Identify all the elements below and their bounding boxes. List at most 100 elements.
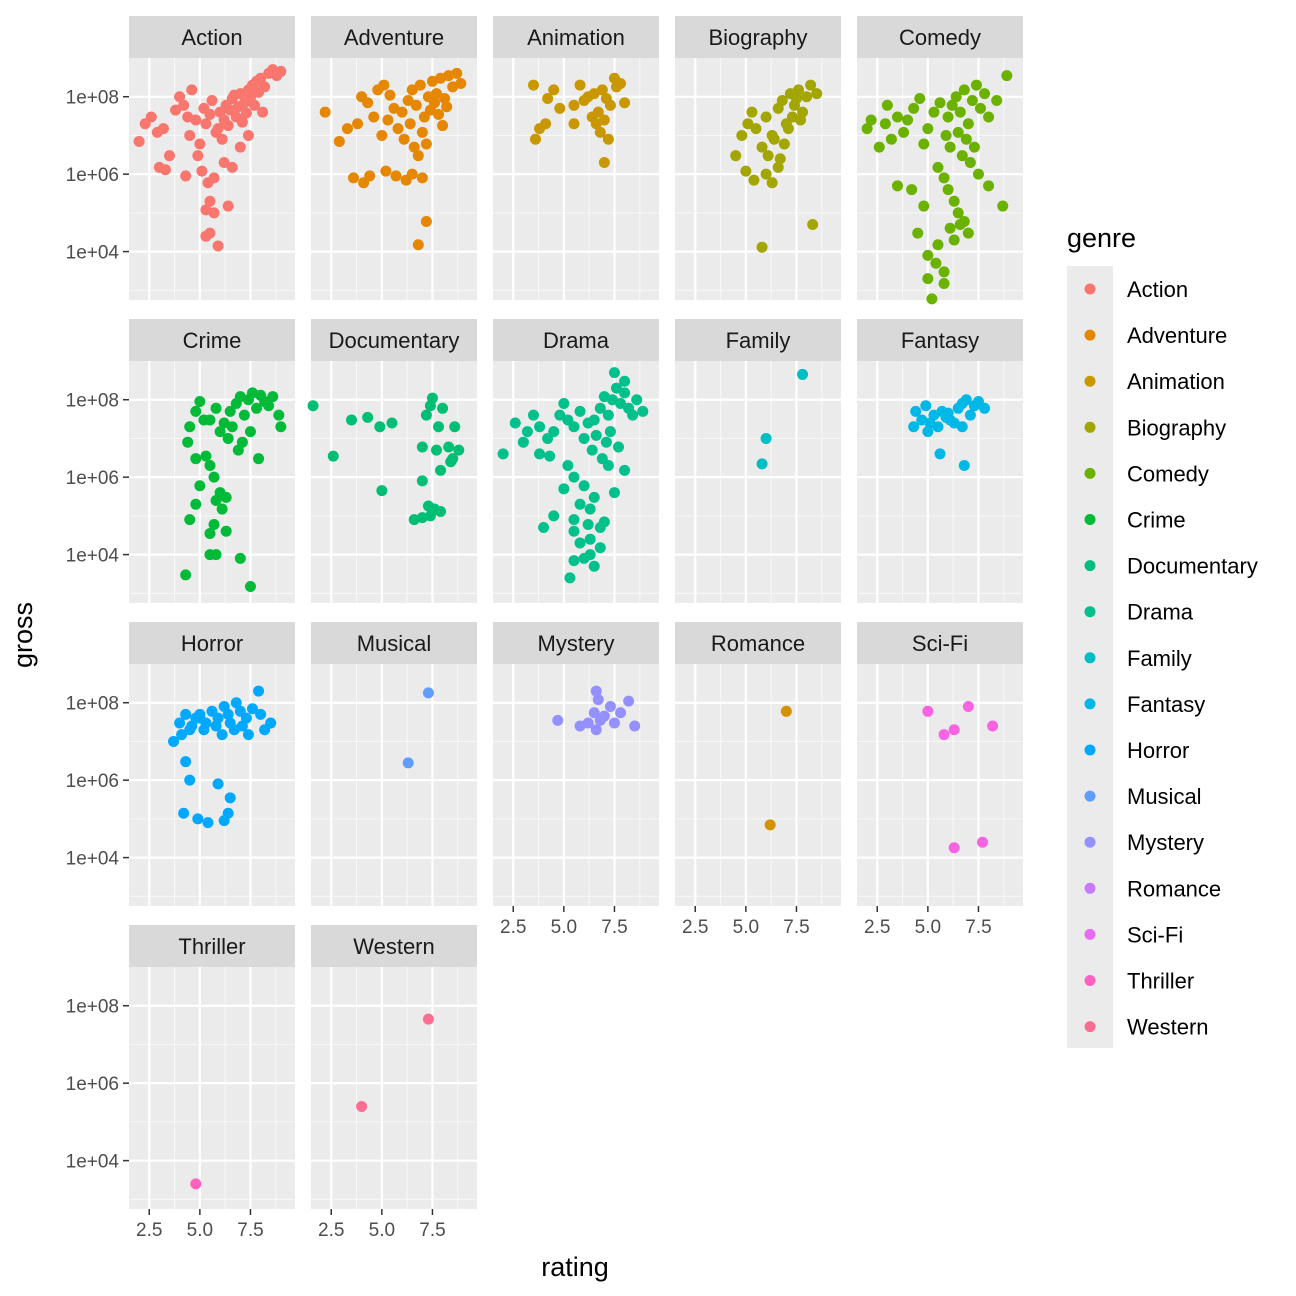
data-point [748, 174, 760, 186]
data-point [218, 157, 230, 169]
data-point [908, 421, 920, 433]
data-point [182, 111, 194, 123]
panel-adventure: Adventure [311, 16, 477, 300]
data-point [608, 367, 620, 379]
data-point [801, 91, 813, 103]
data-point [615, 77, 627, 89]
panel-background [675, 664, 841, 906]
data-point [578, 432, 590, 444]
data-point [598, 114, 610, 126]
data-point [954, 219, 966, 231]
x-tick-label: 2.5 [136, 1220, 162, 1241]
data-point [1001, 70, 1013, 82]
y-tick-label: 1e+06 [66, 771, 119, 792]
data-point [234, 141, 246, 153]
data-point [952, 126, 964, 138]
data-point [208, 471, 220, 483]
strip-background [675, 622, 841, 664]
data-point [600, 436, 612, 448]
data-point [991, 94, 1003, 106]
data-point [202, 817, 214, 829]
data-point [918, 200, 930, 212]
data-point [447, 453, 459, 465]
data-point [200, 230, 212, 242]
x-tick-label: 5.0 [733, 917, 759, 938]
panel-background [857, 361, 1023, 603]
data-point [885, 133, 897, 145]
data-point [435, 505, 447, 517]
legend-label: Action [1127, 277, 1188, 302]
data-point [865, 114, 877, 126]
data-point [356, 1100, 368, 1112]
strip-label: Western [353, 934, 435, 959]
data-point [174, 717, 186, 729]
data-point [509, 417, 521, 429]
data-point [517, 436, 529, 448]
strip-label: Action [181, 25, 242, 50]
data-point [178, 807, 190, 819]
data-point [216, 133, 228, 145]
data-point [962, 227, 974, 239]
data-point [956, 421, 968, 433]
data-point [746, 106, 758, 118]
data-point [730, 150, 742, 162]
data-point [590, 685, 602, 697]
y-tick-label: 1e+06 [66, 165, 119, 186]
data-point [236, 720, 248, 732]
data-point [619, 97, 631, 109]
data-point [416, 475, 428, 487]
data-point [222, 807, 234, 819]
data-point [184, 129, 196, 141]
y-axis-title: gross [8, 602, 38, 668]
legend-label: Biography [1127, 415, 1226, 440]
data-point [542, 432, 554, 444]
data-point [940, 129, 952, 141]
data-point [944, 222, 956, 234]
data-point [194, 480, 206, 492]
legend-item: Crime [1084, 508, 1186, 533]
data-point [756, 141, 768, 153]
data-point [453, 444, 465, 456]
legend-label: Romance [1127, 876, 1221, 901]
data-point [588, 491, 600, 503]
data-point [574, 405, 586, 417]
data-point [960, 394, 972, 406]
data-point [428, 97, 440, 109]
legend-key [1084, 283, 1096, 295]
data-point [406, 168, 418, 180]
y-tick-label: 1e+04 [66, 546, 120, 567]
data-point [902, 114, 914, 126]
y-tick-label: 1e+08 [66, 391, 119, 412]
data-point [604, 700, 616, 712]
data-point [946, 99, 958, 111]
legend-label: Drama [1127, 600, 1194, 625]
y-tick-label: 1e+04 [66, 1152, 120, 1173]
data-point [922, 273, 934, 285]
strip-label: Animation [527, 25, 625, 50]
legend-item: Thriller [1084, 969, 1194, 994]
panel-background [493, 58, 659, 300]
data-point [930, 257, 942, 269]
data-point [402, 94, 414, 106]
data-point [198, 414, 210, 426]
data-point [891, 111, 903, 123]
y-tick-label: 1e+08 [66, 997, 119, 1018]
data-point [780, 705, 792, 717]
data-point [208, 518, 220, 530]
panel-comedy: Comedy [857, 16, 1023, 305]
data-point [275, 421, 287, 433]
data-point [970, 79, 982, 91]
data-point [216, 503, 228, 515]
data-point [740, 165, 752, 177]
data-point [760, 168, 772, 180]
legend-item: Animation [1084, 369, 1225, 394]
data-point [420, 409, 432, 421]
data-point [319, 106, 331, 118]
strip-background [311, 622, 477, 664]
data-point [964, 157, 976, 169]
data-point [760, 111, 772, 123]
data-point [194, 138, 206, 150]
y-tick-label: 1e+06 [66, 1074, 119, 1095]
data-point [180, 756, 192, 768]
